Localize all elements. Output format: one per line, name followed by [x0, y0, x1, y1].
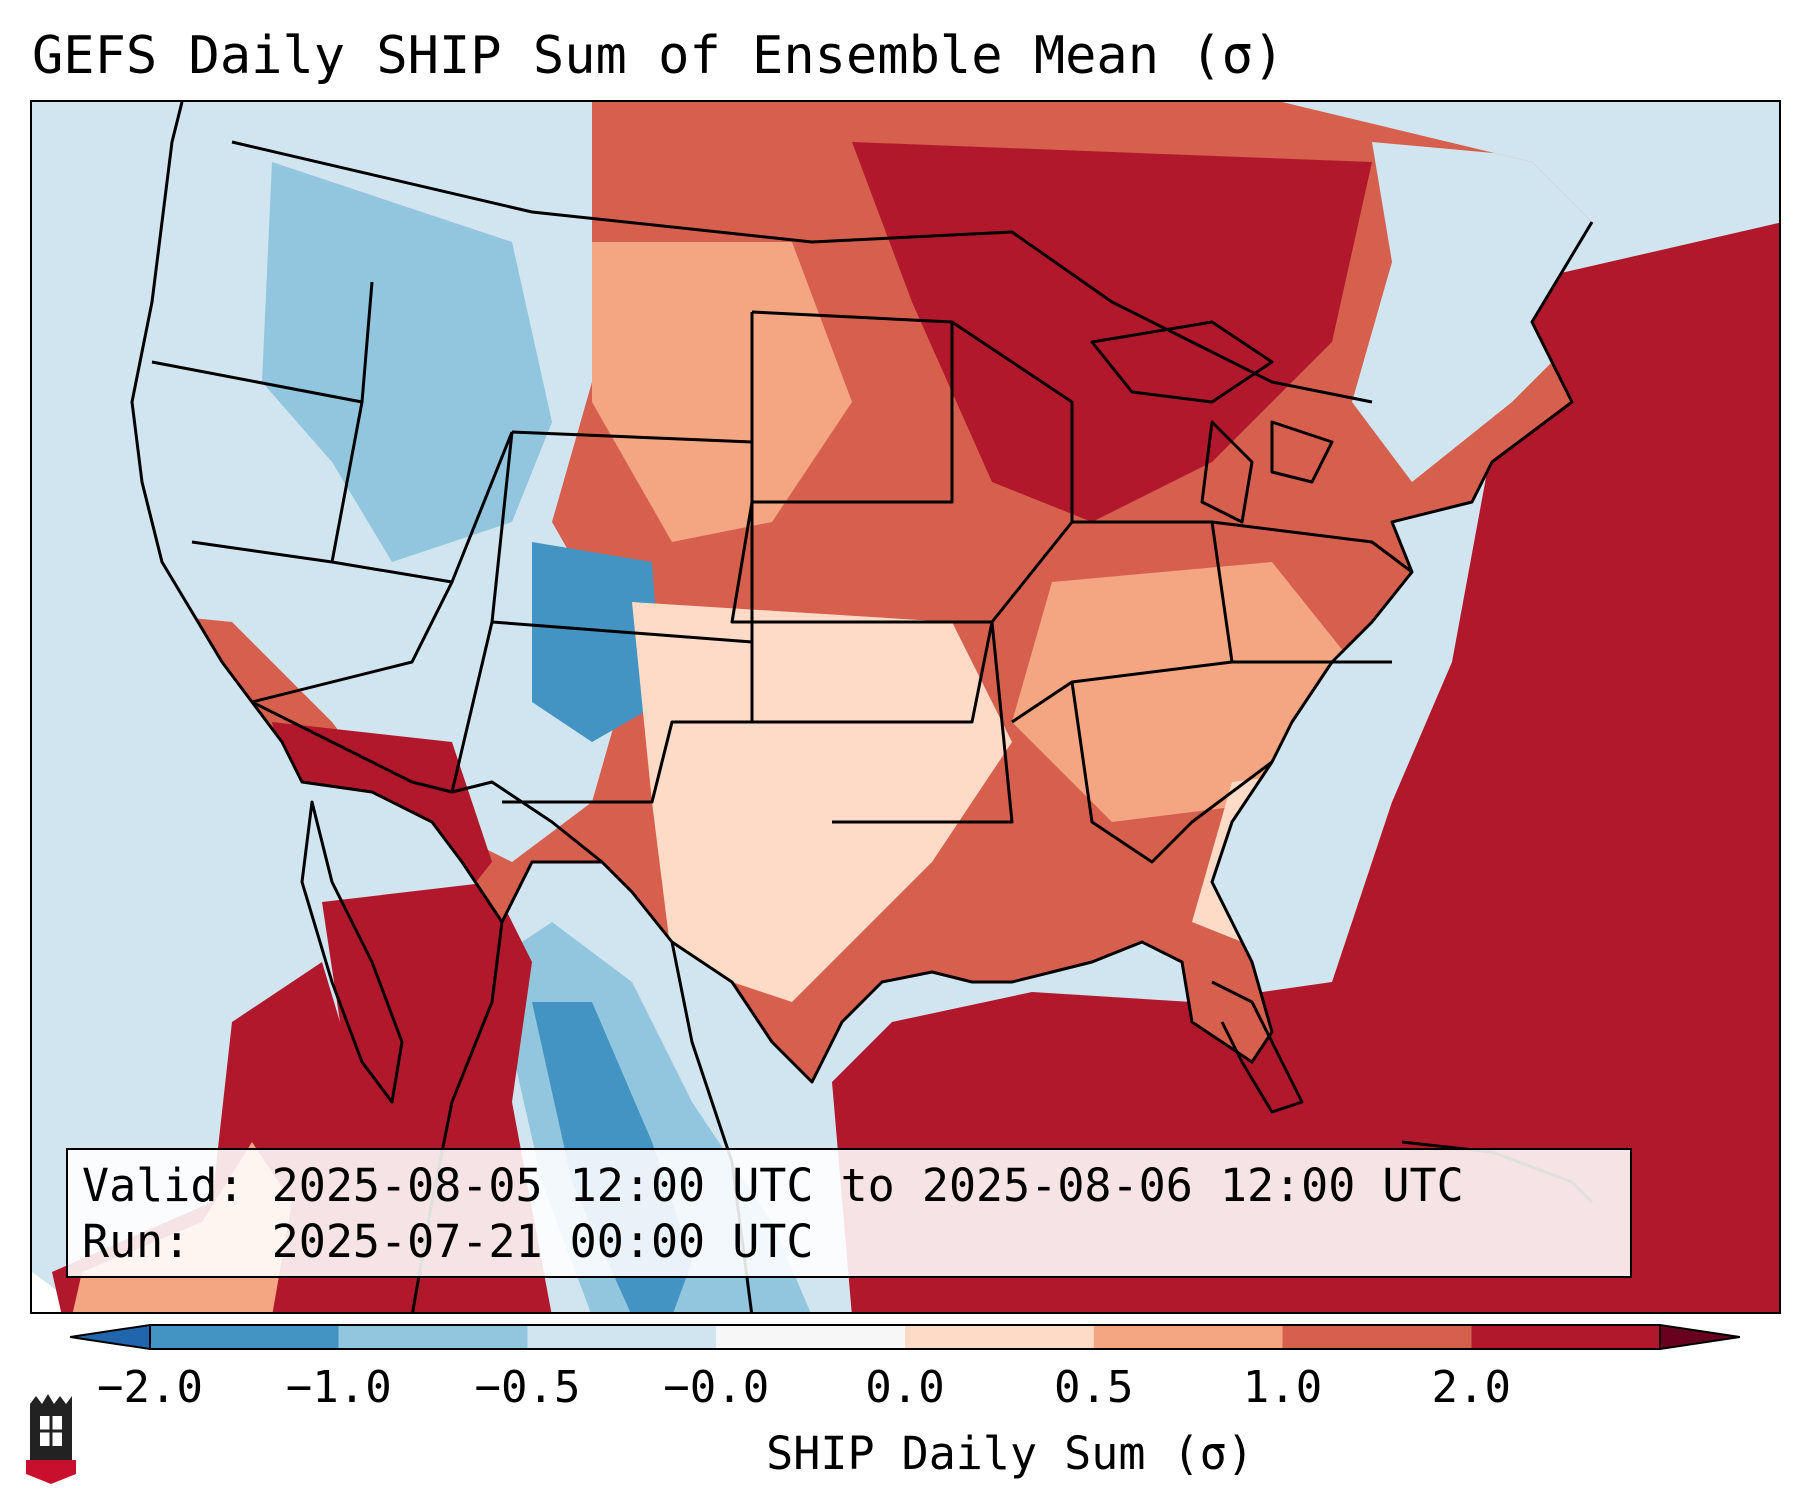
colorbar-bin — [1471, 1325, 1660, 1349]
colorbar-label: SHIP Daily Sum (σ) — [766, 1427, 1254, 1480]
map-panel — [30, 100, 1781, 1314]
logo-window-grid — [40, 1416, 62, 1446]
colorado-cool-core — [532, 542, 662, 742]
colorbar-extend-low — [70, 1323, 151, 1351]
info-box: Valid: 2025-08-05 12:00 UTC to 2025-08-0… — [66, 1148, 1632, 1278]
colorbar-bin — [1282, 1325, 1472, 1349]
colorbar-tick-label: 1.0 — [1242, 1362, 1323, 1413]
run-time-text: Run: 2025-07-21 00:00 UTC — [82, 1215, 814, 1268]
colorbar-extend-high — [1659, 1323, 1740, 1351]
canada-border — [231, 140, 1373, 404]
florida — [1211, 980, 1304, 1114]
map-title: GEFS Daily SHIP Sum of Ensemble Mean (σ) — [32, 26, 1285, 86]
colorbar-tick-label: 0.0 — [865, 1362, 945, 1413]
midwest-warm-field — [852, 142, 1372, 522]
valid-time-text: Valid: 2025-08-05 12:00 UTC to 2025-08-0… — [82, 1159, 1464, 1212]
colorbar-tick-label: −0.0 — [663, 1362, 770, 1413]
logo-shield — [26, 1460, 76, 1484]
colorbar-bin — [905, 1325, 1094, 1349]
niu-logo — [26, 1394, 76, 1484]
colorbar-bin — [150, 1325, 339, 1349]
colorbar-bin — [338, 1325, 528, 1349]
atlantic-anomaly-field — [832, 222, 1779, 1312]
border-rockies — [450, 312, 754, 804]
ship-anomaly-map — [32, 102, 1779, 1312]
great-plains-mid-field — [592, 242, 852, 542]
ohio-valley-mid-field — [1012, 562, 1352, 822]
colorbar-tick-label: −2.0 — [97, 1362, 203, 1413]
baja-california — [300, 800, 404, 1104]
colorbar-bin — [716, 1325, 905, 1349]
great-lakes — [1090, 320, 1334, 524]
colorbar-tick-label: 2.0 — [1431, 1362, 1511, 1413]
interior-west-cool-field — [262, 162, 552, 562]
northeast-cool-field — [1352, 142, 1592, 482]
colorbar-tick-label: 0.5 — [1054, 1362, 1134, 1413]
colorbar — [70, 1323, 1740, 1351]
colorbar-bin — [527, 1325, 717, 1349]
border-east — [951, 320, 1413, 864]
us-outline — [130, 102, 1594, 1084]
border-west — [151, 281, 514, 704]
southern-plains-light-field — [632, 602, 1012, 1002]
colorbar-tick-label: −1.0 — [285, 1362, 392, 1413]
colorbar-tick-label: −0.5 — [474, 1362, 581, 1413]
colorbar-bin — [1093, 1325, 1283, 1349]
